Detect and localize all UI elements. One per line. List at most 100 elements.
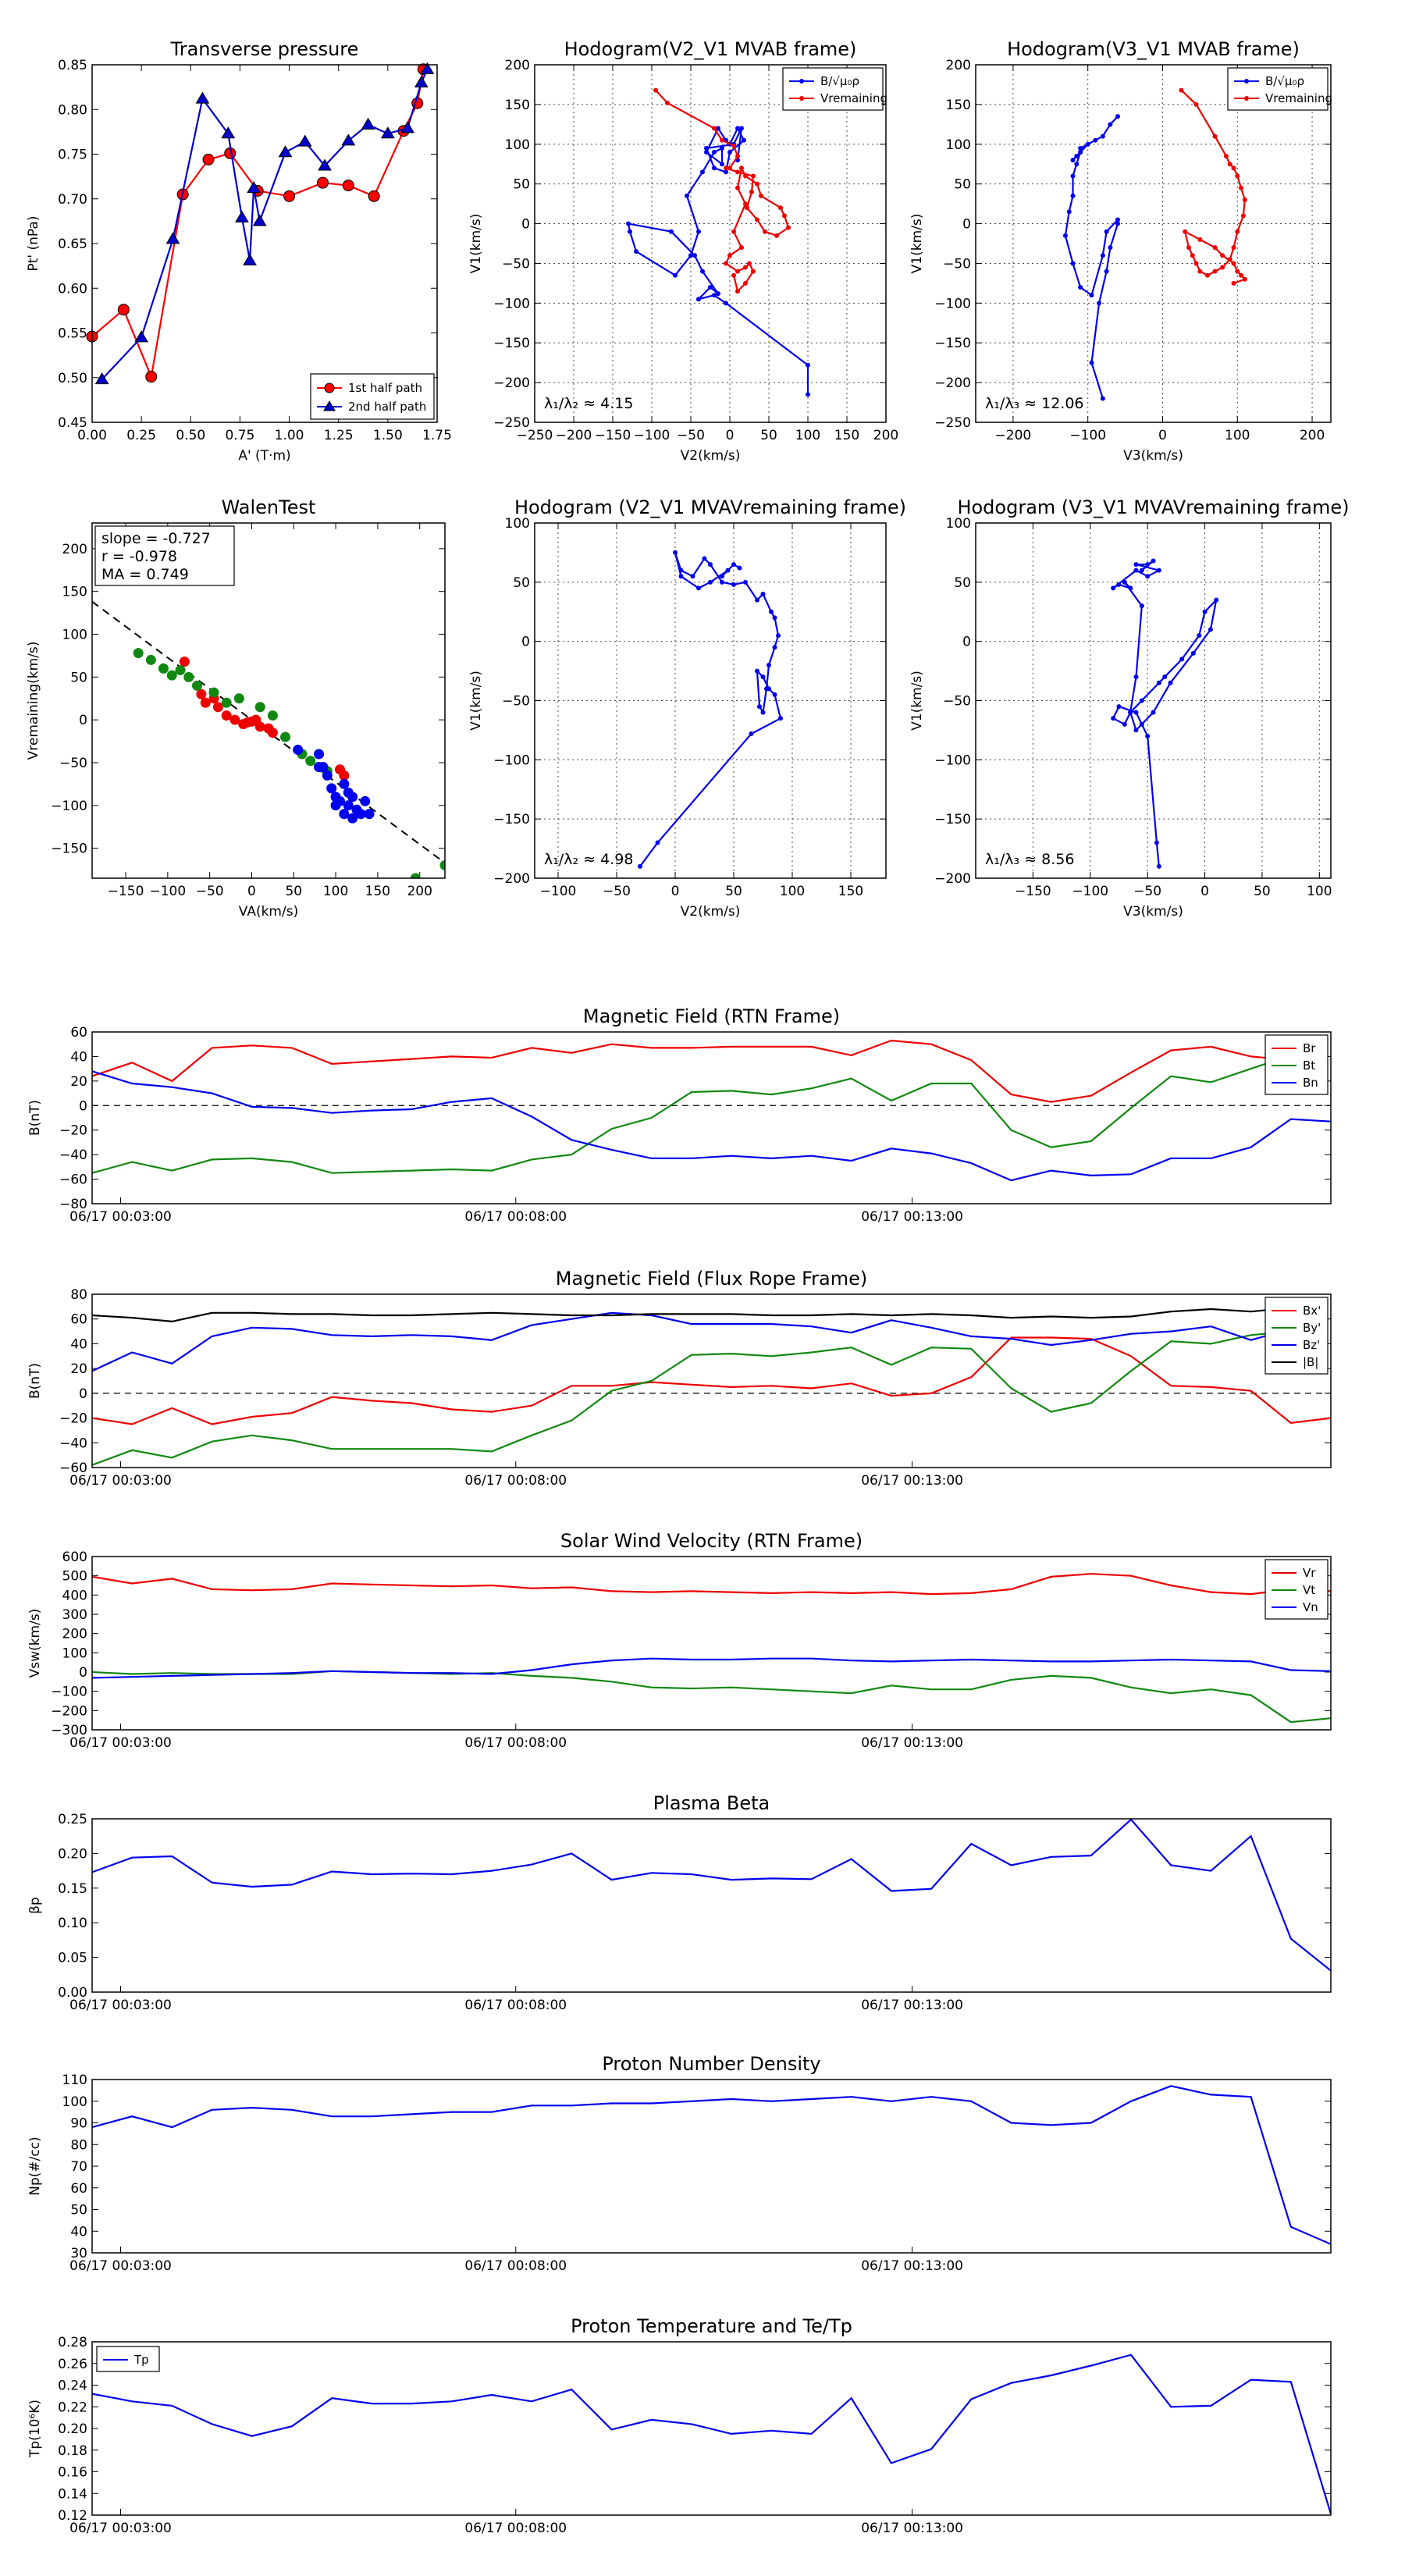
x-axis-label: A' (T·m) — [238, 448, 290, 464]
data-point — [755, 181, 759, 187]
data-point — [763, 229, 767, 234]
series-line-βp — [92, 1819, 1331, 1972]
data-point — [1190, 253, 1195, 258]
data-point — [414, 75, 429, 87]
data-point — [1220, 253, 1225, 258]
data-point — [700, 169, 705, 175]
series-line-Vremaining — [655, 89, 790, 294]
x-tick-label: −150 — [1015, 884, 1051, 899]
y-tick-label: −200 — [51, 1703, 87, 1719]
data-point — [326, 783, 337, 794]
legend-label: Vr — [1303, 1566, 1316, 1580]
data-point — [339, 770, 350, 781]
x-axis-label: V3(km/s) — [1123, 904, 1183, 920]
y-tick-label: −100 — [934, 753, 971, 768]
data-point — [1133, 568, 1139, 573]
data-point — [712, 126, 717, 131]
data-point — [769, 609, 774, 614]
data-point — [1133, 562, 1139, 568]
data-point — [196, 688, 207, 699]
data-point — [1133, 710, 1139, 715]
data-point — [1193, 261, 1199, 266]
chart-title: Hodogram(V2_V1 MVAB frame) — [564, 38, 857, 60]
data-point — [712, 149, 717, 155]
axes-frame — [91, 1556, 1332, 1731]
data-point — [1133, 674, 1139, 680]
data-point — [724, 261, 728, 266]
data-point — [1231, 261, 1236, 266]
data-point — [1162, 674, 1168, 680]
legend-label: Vremaining — [820, 91, 887, 105]
x-tick-label: 0.25 — [126, 428, 156, 443]
data-point — [233, 693, 244, 704]
x-tick-label: 100 — [1225, 428, 1250, 443]
data-point — [653, 87, 658, 93]
data-point — [739, 165, 744, 171]
legend: B/√μ₀ρ Vremaining — [782, 67, 887, 111]
legend: Br Bt Bn — [1264, 1034, 1329, 1095]
x-tick-label: 1.00 — [275, 428, 304, 443]
legend: Bx' By' Bz' |B| — [1264, 1297, 1329, 1375]
x-tick-label: −250 — [517, 428, 553, 443]
y-tick-label: 200 — [505, 58, 530, 73]
y-tick-label: 40 — [70, 2224, 87, 2240]
x-tick-label: 0 — [1158, 428, 1167, 443]
y-tick-label: 300 — [62, 1607, 87, 1623]
data-point — [1242, 276, 1247, 282]
chart-title: Magnetic Field (RTN Frame) — [583, 1005, 840, 1027]
data-point — [708, 562, 713, 568]
y-axis-label: Pt' (nPa) — [26, 216, 41, 272]
y-axis-label: B(nT) — [27, 1100, 43, 1136]
panel-bflux: Magnetic Field (Flux Rope Frame) −60 −40 −2… — [27, 1268, 1332, 1489]
legend-label: B/√μ₀ρ — [820, 74, 859, 88]
legend-label: By' — [1303, 1321, 1321, 1335]
data-point — [293, 745, 304, 756]
data-point — [1212, 245, 1218, 251]
y-tick-label: 50 — [70, 670, 87, 685]
data-point — [267, 710, 278, 721]
x-tick-label: −100 — [540, 884, 577, 899]
data-point — [673, 272, 678, 278]
data-point — [317, 176, 329, 189]
data-point — [669, 229, 674, 234]
data-point — [1220, 265, 1225, 270]
data-point — [1070, 261, 1076, 266]
data-point — [339, 778, 350, 789]
x-tick-label: 06/17 00:08:00 — [464, 1209, 567, 1225]
y-tick-label: −150 — [493, 812, 530, 827]
data-point — [175, 665, 186, 676]
y-tick-label: −250 — [934, 415, 971, 431]
data-point — [735, 185, 740, 190]
data-point — [772, 615, 777, 621]
data-point — [1197, 269, 1203, 274]
y-tick-label: 0 — [79, 1665, 87, 1681]
data-point — [731, 582, 736, 587]
y-tick-label: −200 — [493, 871, 530, 887]
data-point — [305, 756, 316, 767]
data-point — [347, 813, 358, 824]
y-tick-label: 0.28 — [58, 2335, 87, 2350]
legend-marker — [799, 96, 804, 101]
y-tick-label: −20 — [59, 1411, 87, 1427]
data-point — [229, 714, 240, 725]
series-line-Vr — [92, 1573, 1331, 1596]
data-point — [283, 190, 296, 202]
x-tick-label: 06/17 00:03:00 — [69, 1735, 172, 1751]
data-point — [806, 392, 810, 397]
legend-label: Vt — [1303, 1583, 1315, 1597]
data-point — [183, 671, 194, 682]
data-point — [267, 728, 278, 738]
y-tick-label: 200 — [62, 1627, 87, 1642]
legend-box — [1227, 67, 1329, 111]
chart-title: Transverse pressure — [170, 38, 359, 60]
data-point — [202, 153, 215, 165]
data-point — [720, 574, 724, 579]
data-point — [1239, 185, 1244, 190]
x-tick-label: 0 — [671, 884, 680, 899]
data-point — [94, 372, 109, 385]
data-point — [806, 362, 810, 368]
data-point — [755, 217, 759, 222]
y-tick-label: 0.26 — [58, 2357, 87, 2372]
data-point — [368, 190, 380, 202]
y-tick-label: −200 — [934, 871, 971, 887]
